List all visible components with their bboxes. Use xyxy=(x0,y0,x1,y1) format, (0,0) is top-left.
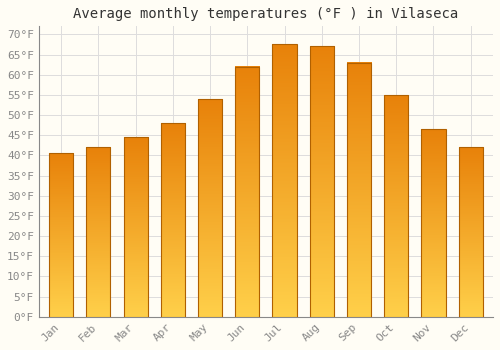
Bar xyxy=(49,153,73,317)
Bar xyxy=(310,47,334,317)
Bar xyxy=(384,95,408,317)
Bar xyxy=(86,147,110,317)
Bar xyxy=(422,129,446,317)
Bar xyxy=(347,63,371,317)
Bar xyxy=(272,44,296,317)
Bar xyxy=(124,137,148,317)
Bar xyxy=(198,99,222,317)
Bar xyxy=(458,147,483,317)
Bar xyxy=(160,123,185,317)
Title: Average monthly temperatures (°F ) in Vilaseca: Average monthly temperatures (°F ) in Vi… xyxy=(74,7,458,21)
Bar xyxy=(235,66,260,317)
